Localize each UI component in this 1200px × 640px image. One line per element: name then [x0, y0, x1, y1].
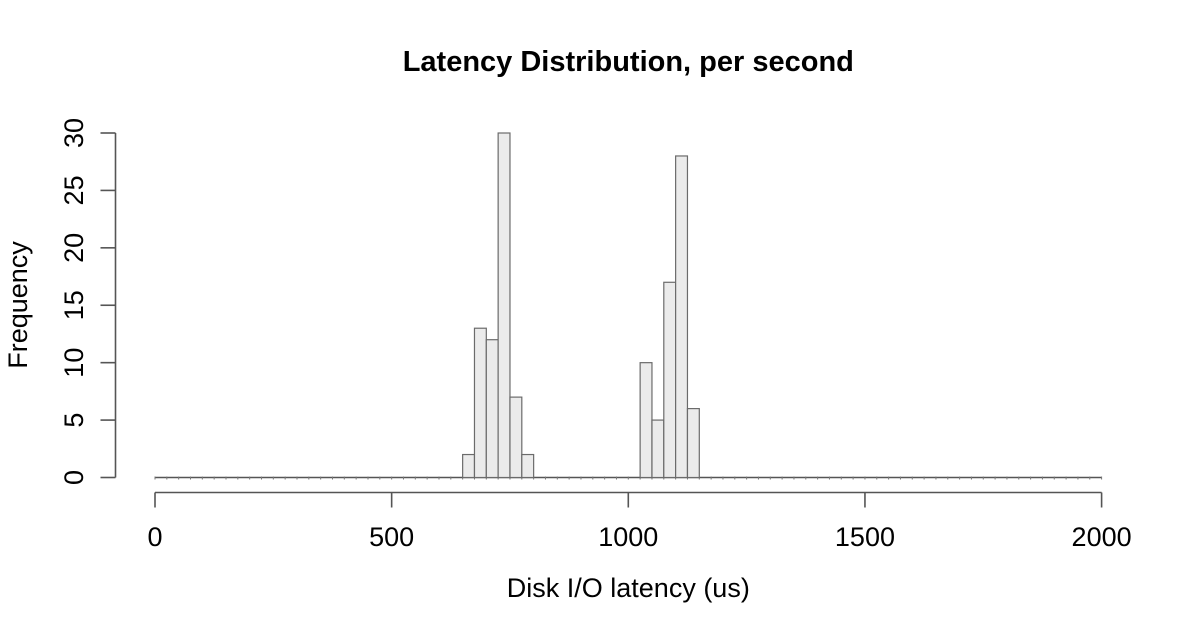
histogram-bar: [639, 362, 653, 479]
histogram-bar: [485, 339, 499, 479]
histogram-bar: [686, 408, 700, 479]
histogram-bar: [651, 419, 665, 479]
histogram-bar: [497, 132, 511, 479]
y-tick-label: 0: [59, 470, 89, 485]
histogram-bar: [663, 281, 677, 479]
histogram-bar: [521, 453, 535, 479]
y-tick-label: 20: [59, 233, 89, 263]
x-tick-label: 500: [369, 522, 414, 552]
x-tick-label: 0: [147, 522, 162, 552]
y-tick-label: 10: [59, 348, 89, 378]
x-tick-label: 1000: [598, 522, 658, 552]
y-tick-label: 25: [59, 175, 89, 205]
y-tick-label: 5: [59, 413, 89, 428]
histogram-bar: [675, 155, 689, 479]
histogram-bar: [462, 453, 476, 479]
histogram-bar: [509, 396, 523, 479]
histogram-bar: [473, 327, 487, 479]
x-tick-label: 2000: [1072, 522, 1132, 552]
chart-title: Latency Distribution, per second: [403, 46, 854, 78]
y-axis-label: Frequency: [3, 241, 33, 369]
x-axis-label: Disk I/O latency (us): [507, 573, 750, 603]
y-tick-label: 30: [59, 118, 89, 148]
y-tick-label: 15: [59, 290, 89, 320]
x-tick-label: 1500: [835, 522, 895, 552]
